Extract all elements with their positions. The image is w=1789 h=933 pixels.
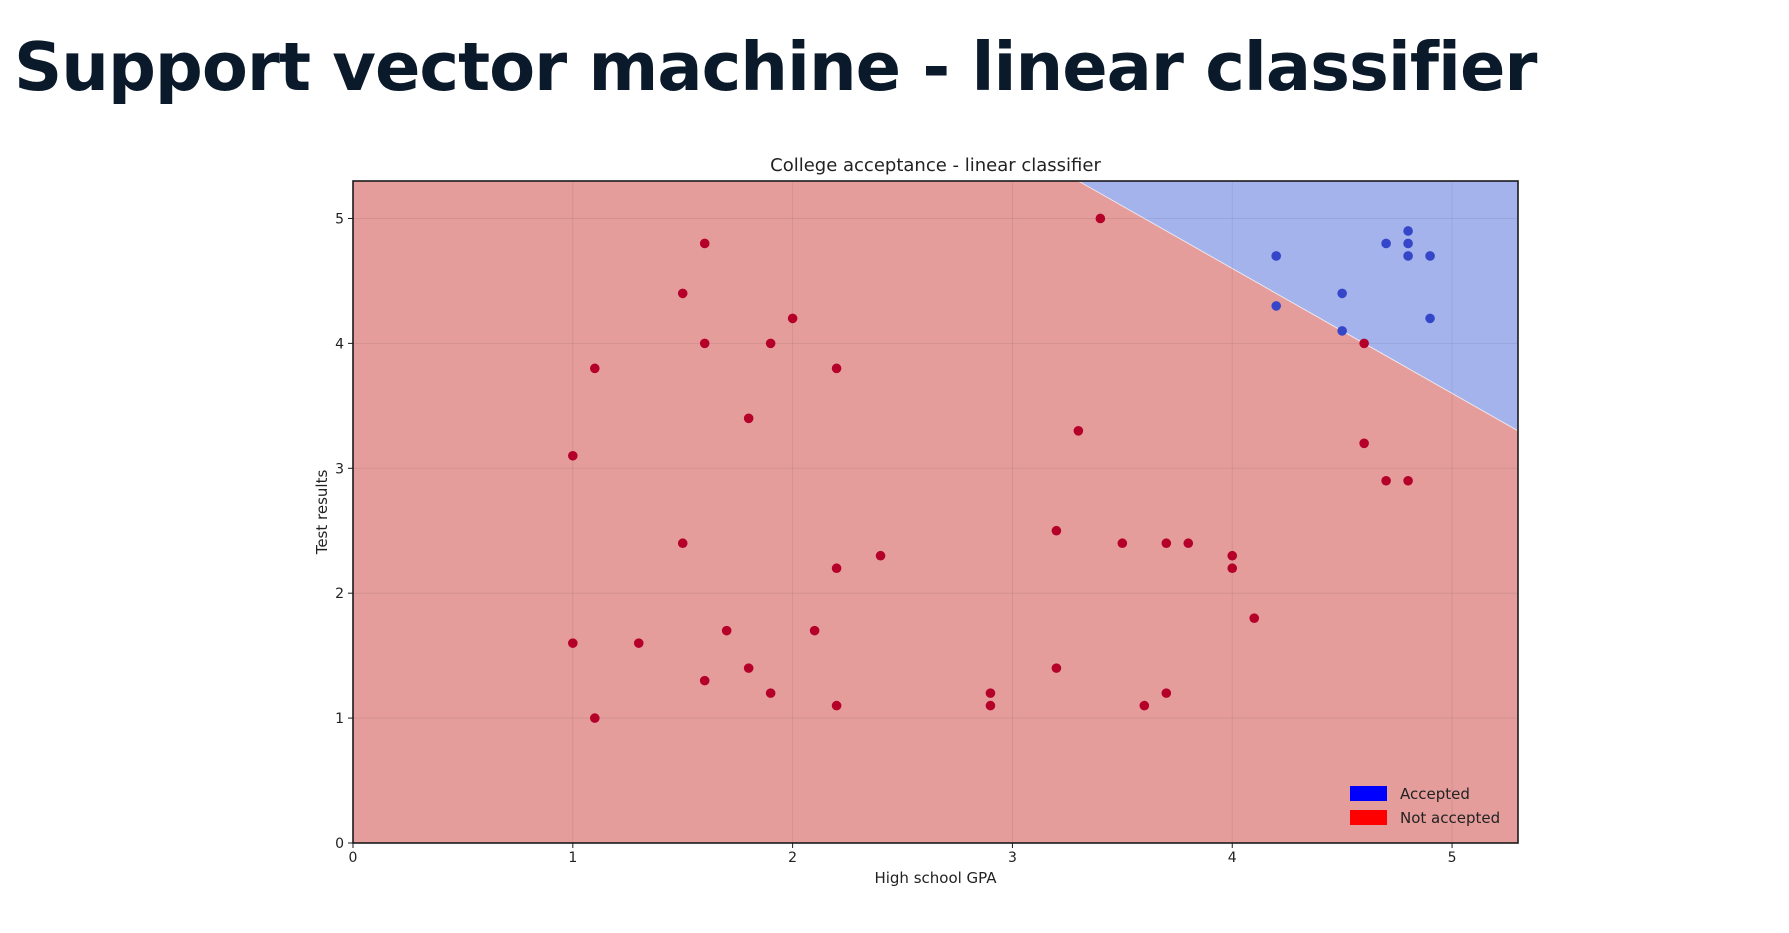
y-tick-label: 1 [335, 711, 344, 727]
point-not-accepted [831, 700, 842, 711]
y-tick-label: 0 [335, 836, 344, 852]
y-axis-title: Test results [313, 470, 331, 556]
point-not-accepted [765, 688, 776, 698]
plot-frame [352, 180, 1519, 844]
x-tick-label: 3 [1008, 850, 1017, 866]
point-accepted [1403, 226, 1413, 236]
point-not-accepted [1073, 426, 1084, 436]
point-accepted [1271, 251, 1282, 261]
point-not-accepted [568, 638, 578, 648]
point-not-accepted [787, 313, 798, 324]
point-not-accepted [677, 288, 688, 299]
point-not-accepted [1227, 550, 1238, 561]
x-tick-label: 0 [349, 850, 358, 866]
point-not-accepted [743, 663, 754, 673]
point-accepted [1403, 251, 1413, 261]
point-not-accepted [699, 338, 710, 349]
point-accepted [1271, 301, 1282, 311]
x-axis-title: High school GPA [874, 869, 997, 887]
point-not-accepted [765, 338, 776, 349]
point-accepted [1337, 326, 1347, 336]
point-not-accepted [1051, 525, 1062, 536]
point-accepted [1403, 238, 1413, 249]
axis-ticks: 0 1 2 3 4 5 0 1 2 3 4 5 [335, 211, 1456, 866]
y-tick-label: 5 [335, 211, 344, 227]
chart-title: College acceptance - linear classifier [770, 155, 1101, 176]
point-not-accepted [1051, 663, 1062, 673]
point-not-accepted [1183, 538, 1194, 549]
x-tick-label: 5 [1448, 850, 1457, 866]
point-accepted [1425, 313, 1435, 324]
y-tick-label: 2 [335, 586, 344, 602]
decision-regions [353, 180, 1519, 843]
point-not-accepted [831, 363, 842, 374]
point-accepted [1381, 238, 1391, 249]
point-not-accepted [985, 700, 996, 711]
point-not-accepted [677, 538, 688, 549]
point-not-accepted [1359, 438, 1369, 449]
legend-label-not-accepted: Not accepted [1400, 809, 1500, 827]
point-not-accepted [1381, 475, 1391, 486]
point-not-accepted [699, 238, 710, 249]
point-not-accepted [985, 688, 996, 698]
legend-swatch-accepted [1350, 786, 1387, 801]
legend-swatch-not-accepted [1350, 810, 1387, 825]
point-not-accepted [1139, 700, 1150, 711]
point-not-accepted [721, 625, 732, 636]
point-not-accepted [875, 550, 886, 561]
point-accepted [1337, 288, 1347, 299]
point-not-accepted [699, 675, 710, 686]
point-not-accepted [1359, 338, 1369, 349]
decision-boundary-line [1078, 180, 1519, 432]
grid-lines [352, 181, 1518, 844]
point-not-accepted [1161, 688, 1172, 698]
point-not-accepted [633, 638, 644, 648]
point-not-accepted [568, 450, 578, 461]
x-tick-label: 1 [568, 850, 577, 866]
legend: Accepted Not accepted [1350, 785, 1500, 827]
x-tick-label: 2 [788, 850, 797, 866]
point-not-accepted [1249, 613, 1260, 623]
x-tick-label: 4 [1228, 850, 1237, 866]
point-accepted [1425, 251, 1435, 261]
point-not-accepted [743, 413, 754, 424]
point-not-accepted [1403, 475, 1413, 486]
y-tick-label: 3 [335, 461, 344, 477]
legend-label-accepted: Accepted [1400, 785, 1470, 803]
point-not-accepted [1095, 213, 1106, 224]
point-not-accepted [809, 625, 820, 636]
point-not-accepted [589, 363, 600, 374]
data-points [568, 213, 1435, 723]
point-not-accepted [1161, 538, 1172, 549]
point-not-accepted [589, 713, 600, 723]
point-not-accepted [831, 563, 842, 574]
page-title: Support vector machine - linear classifi… [14, 28, 1537, 106]
point-not-accepted [1117, 538, 1128, 549]
point-not-accepted [1227, 563, 1238, 574]
y-tick-label: 4 [335, 336, 344, 352]
